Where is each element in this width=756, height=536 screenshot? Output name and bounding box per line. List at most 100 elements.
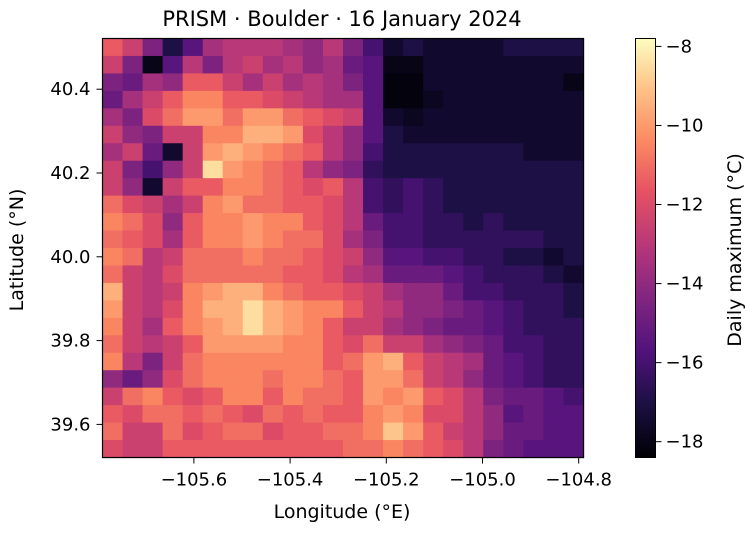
heatmap-cell: [403, 213, 424, 232]
heatmap-cell: [222, 282, 244, 301]
y-axis: 39.6 39.8 40.0 40.2 40.4: [50, 79, 103, 435]
heatmap-cell: [363, 230, 384, 249]
heatmap-cell: [162, 422, 184, 441]
heatmap-cell: [222, 352, 244, 371]
heatmap-cell: [202, 282, 224, 301]
heatmap-cell: [282, 248, 304, 267]
heatmap-cell: [282, 213, 304, 232]
heatmap-cell: [222, 213, 244, 232]
heatmap-cell: [523, 125, 545, 144]
heatmap-cell: [122, 370, 144, 389]
heatmap-cell: [563, 440, 585, 459]
heatmap-cell: [543, 160, 565, 179]
heatmap-cell: [242, 143, 264, 162]
heatmap-cell: [302, 317, 324, 336]
heatmap-cell: [282, 230, 304, 249]
heatmap-cell: [443, 248, 464, 267]
heatmap-cell: [483, 387, 504, 406]
heatmap-cell: [282, 335, 304, 354]
heatmap-cell: [142, 230, 164, 249]
heatmap-cell: [262, 55, 284, 75]
heatmap-cell: [563, 405, 585, 424]
heatmap-cell: [483, 300, 504, 319]
heatmap-cell: [523, 335, 545, 354]
heatmap-cell: [483, 335, 504, 354]
heatmap-cell: [423, 160, 444, 179]
heatmap-cell: [262, 195, 284, 214]
heatmap-cell: [483, 405, 504, 424]
heatmap-cell: [483, 38, 504, 57]
heatmap-cell: [122, 317, 144, 336]
heatmap-cell: [343, 265, 364, 284]
heatmap-cell: [162, 73, 184, 92]
heatmap-cell: [222, 370, 244, 389]
heatmap-cell: [443, 160, 464, 179]
heatmap-cell: [102, 38, 124, 57]
heatmap-cell: [403, 370, 424, 389]
heatmap-cell: [463, 317, 484, 336]
heatmap-cell: [102, 352, 124, 371]
heatmap-cell: [443, 178, 464, 197]
heatmap-cell: [543, 352, 565, 371]
heatmap-cell: [543, 248, 565, 267]
heatmap-cell: [523, 265, 545, 284]
heatmap-cell: [222, 387, 244, 406]
heatmap-cell: [543, 125, 565, 144]
heatmap-cell: [563, 90, 585, 109]
heatmap-cell: [503, 265, 524, 284]
heatmap-cell: [343, 38, 364, 57]
heatmap-cell: [523, 370, 545, 389]
heatmap-cell: [302, 195, 324, 214]
heatmap-cell: [182, 352, 204, 371]
heatmap-cell: [363, 440, 384, 459]
heatmap-cell: [503, 370, 524, 389]
heatmap-cell: [403, 248, 424, 267]
heatmap-cell: [322, 370, 344, 389]
heatmap-cell: [443, 317, 464, 336]
heatmap-cell: [543, 143, 565, 162]
heatmap-cell: [423, 370, 444, 389]
heatmap-cell: [202, 143, 224, 162]
heatmap-cell: [543, 387, 565, 406]
heatmap-cell: [363, 143, 384, 162]
heatmap-cell: [503, 248, 524, 267]
heatmap-cell: [262, 248, 284, 267]
heatmap-cell: [222, 300, 244, 319]
heatmap-cell: [202, 230, 224, 249]
heatmap-cell: [242, 90, 264, 109]
heatmap-cell: [162, 265, 184, 284]
heatmap-cell: [182, 370, 204, 389]
heatmap-cell: [242, 213, 264, 232]
heatmap-cell: [503, 108, 524, 127]
heatmap-cell: [543, 405, 565, 424]
heatmap-cell: [523, 422, 545, 441]
heatmap-cell: [262, 265, 284, 284]
heatmap-cell: [463, 230, 484, 249]
heatmap-cell: [242, 248, 264, 267]
heatmap-cell: [483, 317, 504, 336]
heatmap-cell: [343, 125, 364, 144]
heatmap-cell: [222, 108, 244, 127]
heatmap-cell: [523, 73, 545, 92]
heatmap-cell: [483, 352, 504, 371]
heatmap-cell: [503, 90, 524, 109]
y-tick-label: 39.8: [50, 331, 90, 352]
heatmap-cell: [122, 195, 144, 214]
heatmap-cell: [343, 108, 364, 127]
heatmap-cell: [242, 125, 264, 144]
heatmap-cell: [403, 178, 424, 197]
heatmap-cell: [242, 440, 264, 459]
heatmap-cell: [322, 335, 344, 354]
heatmap-grid: [102, 38, 585, 459]
heatmap-cell: [102, 125, 124, 144]
heatmap-cell: [322, 160, 344, 179]
heatmap-cell: [463, 195, 484, 214]
heatmap-cell: [302, 213, 324, 232]
heatmap-cell: [282, 178, 304, 197]
heatmap-cell: [423, 195, 444, 214]
heatmap-cell: [162, 160, 184, 179]
heatmap-cell: [543, 335, 565, 354]
heatmap-cell: [222, 422, 244, 441]
heatmap-cell: [383, 178, 404, 197]
heatmap-cell: [322, 440, 344, 459]
